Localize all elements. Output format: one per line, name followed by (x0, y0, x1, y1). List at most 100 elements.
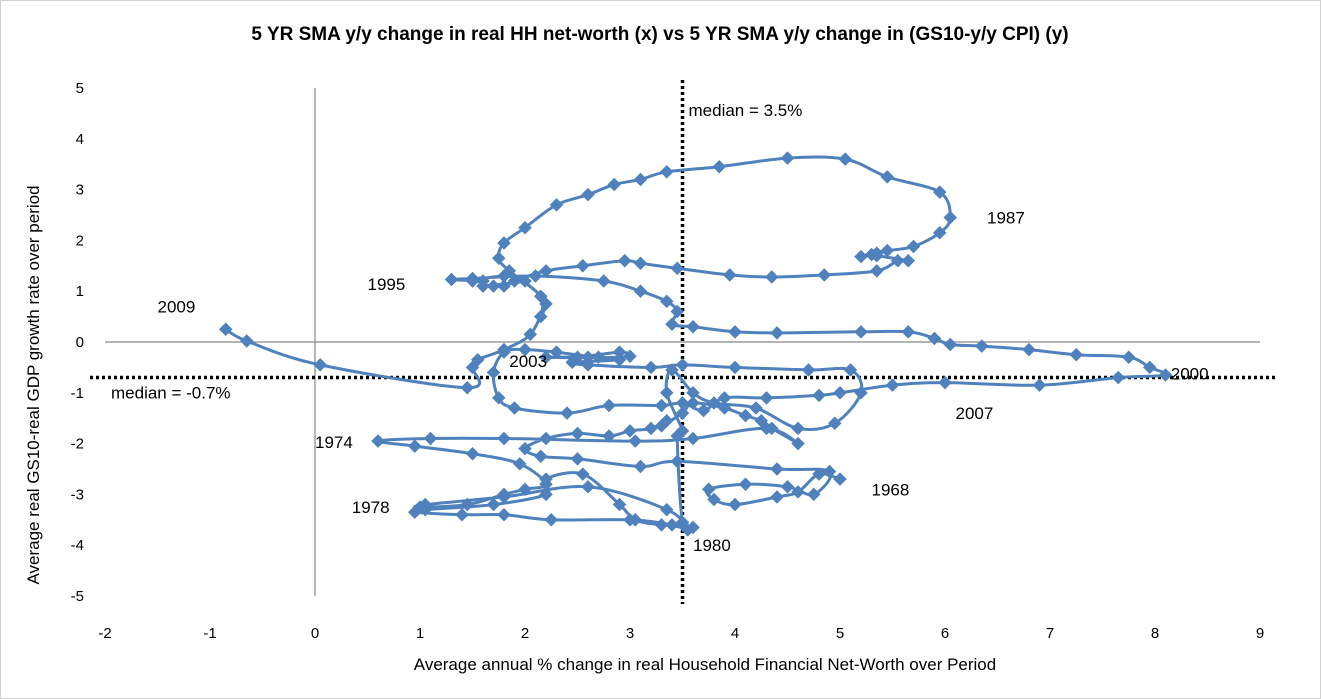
data-point (1142, 360, 1157, 375)
data-point (612, 352, 627, 367)
data-point (728, 360, 742, 375)
data-point (1022, 342, 1036, 357)
data-point (497, 279, 511, 293)
data-point (974, 339, 989, 353)
data-point (539, 431, 553, 446)
data-point (659, 164, 674, 179)
data-point (507, 274, 522, 288)
data-point (497, 342, 511, 357)
data-point (880, 243, 895, 258)
data-point (806, 487, 821, 502)
data-point (728, 324, 742, 339)
data-point (644, 421, 658, 436)
data-point (854, 249, 868, 264)
data-point (791, 485, 805, 499)
data-point (575, 258, 590, 273)
data-point (686, 385, 700, 400)
data-point (444, 272, 459, 287)
data-point (670, 304, 685, 319)
x-tick-label: -1 (203, 625, 216, 642)
data-point (717, 401, 732, 415)
data-point (738, 477, 753, 492)
data-point (759, 391, 774, 405)
data-point (869, 264, 884, 278)
data-point (675, 396, 690, 410)
data-point (539, 472, 553, 487)
data-point (659, 502, 674, 517)
data-point (549, 197, 564, 212)
data-point (827, 416, 842, 431)
data-point (712, 159, 727, 174)
x-tick-label: 2 (521, 625, 529, 642)
data-point (686, 520, 700, 535)
data-point (581, 479, 595, 494)
data-point (486, 279, 501, 293)
data-point (927, 331, 942, 346)
data-point (696, 403, 711, 418)
y-tick-label: -5 (71, 588, 84, 605)
data-point (1069, 347, 1084, 362)
data-point (460, 497, 475, 512)
data-point (759, 421, 774, 436)
data-point (675, 406, 690, 420)
year-label: 1995 (368, 275, 406, 294)
data-point (465, 446, 480, 461)
data-point (722, 268, 737, 282)
data-point (654, 518, 669, 532)
data-point (460, 380, 475, 395)
data-point (497, 431, 511, 446)
year-label: 1974 (315, 433, 353, 452)
data-point (497, 507, 511, 522)
x-tick-label: 1 (416, 625, 424, 642)
series-line (225, 155, 1169, 533)
x-tick-label: 6 (941, 625, 949, 642)
data-point (728, 497, 742, 512)
data-point (770, 462, 784, 476)
data-point (518, 342, 532, 357)
data-point (838, 152, 853, 166)
data-point (486, 365, 501, 380)
data-point (665, 317, 679, 332)
x-tick-label: 5 (836, 625, 844, 642)
data-point (218, 322, 233, 337)
data-point (591, 350, 606, 365)
data-point (943, 210, 958, 225)
data-point (780, 479, 795, 494)
data-point (465, 274, 480, 288)
x-tick-label: 8 (1151, 625, 1159, 642)
data-point (617, 253, 632, 268)
y-tick-label: -1 (71, 385, 84, 402)
x-tick-label: 4 (731, 625, 739, 642)
year-label: 2009 (158, 297, 196, 316)
data-point (686, 319, 700, 334)
data-point (738, 408, 753, 423)
data-point (544, 512, 559, 527)
data-point (497, 236, 511, 250)
data-point (932, 185, 947, 199)
median-x-label: median = 3.5% (689, 101, 803, 120)
data-point (932, 225, 947, 240)
y-tick-labels: 5 4 3 2 1 0 -1 -2 -3 -4 -5 (71, 80, 84, 605)
year-label: 2003 (509, 352, 547, 371)
data-point (528, 269, 543, 283)
data-point (812, 388, 826, 403)
data-point (602, 398, 616, 413)
data-point (539, 264, 553, 278)
x-tick-label: 0 (311, 625, 319, 642)
y-tick-label: 4 (76, 131, 84, 148)
data-point (854, 324, 868, 339)
data-point (633, 459, 648, 474)
data-point (633, 172, 648, 187)
data-point (539, 487, 553, 502)
data-point (670, 454, 685, 469)
data-point (623, 349, 637, 364)
data-point (623, 424, 637, 438)
data-point (822, 464, 837, 479)
year-label: 2000 (1171, 364, 1209, 383)
data-point (1121, 350, 1136, 365)
data-point (770, 326, 784, 340)
data-point (675, 358, 690, 372)
data-point (659, 385, 674, 400)
data-point (633, 256, 648, 271)
data-point (885, 378, 900, 393)
